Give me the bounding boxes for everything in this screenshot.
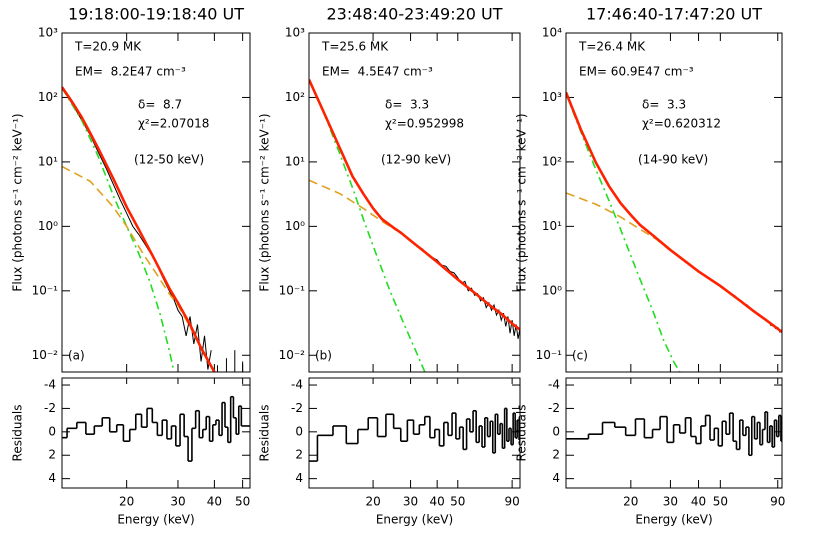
residual-axis-label: Residuals <box>258 405 272 462</box>
y-tick-label: 10⁻² <box>279 348 306 362</box>
x-axis-label: Energy (keV) <box>635 513 712 527</box>
x-tick-label: 50 <box>713 495 728 509</box>
annotation: (12-50 keV) <box>134 153 204 167</box>
x-tick-label: 20 <box>365 495 380 509</box>
y-tick-label: 10¹ <box>38 154 58 168</box>
x-tick-label: 40 <box>430 495 445 509</box>
y-tick-label: 10² <box>542 154 562 168</box>
annotation: T=26.4 MK <box>578 40 646 54</box>
x-tick-label: 40 <box>691 495 706 509</box>
y-tick-label: 10⁻¹ <box>32 283 59 297</box>
annotation: T=20.9 MK <box>74 40 142 54</box>
annotation: EM= 60.9E47 cm⁻³ <box>579 65 694 79</box>
x-tick-label: 30 <box>663 495 678 509</box>
y-tick-label: 10⁻¹ <box>279 283 306 297</box>
residual-axis-label: Residuals <box>11 405 25 462</box>
x-tick-label: 20 <box>623 495 638 509</box>
annotation: (12-90 keV) <box>381 153 451 167</box>
spectrum-line <box>309 79 426 372</box>
spectrum-line <box>62 86 216 372</box>
panel-title: 23:48:40-23:49:20 UT <box>326 5 502 24</box>
spectrum-line <box>62 165 216 372</box>
y-tick-label: 0 <box>552 424 560 438</box>
x-tick-label: 20 <box>119 495 134 509</box>
x-axis-label: Energy (keV) <box>117 513 194 527</box>
spectrum-frame <box>308 32 521 373</box>
y-tick-label: 10³ <box>542 90 562 104</box>
y-tick-label: 2 <box>552 448 560 462</box>
y-tick-label: 10² <box>285 90 305 104</box>
y-axis-label: Flux (photons s⁻¹ cm⁻² keV⁻¹) <box>258 113 272 291</box>
spectrum-frame <box>61 32 251 373</box>
x-tick-label: 50 <box>235 495 250 509</box>
y-tick-label: 0 <box>48 424 56 438</box>
spectrum-line <box>566 91 782 333</box>
annotation: (14-90 keV) <box>638 153 708 167</box>
y-axis-label: Flux (photons s⁻¹ cm⁻² keV⁻¹) <box>515 113 529 291</box>
y-tick-label: -2 <box>548 401 560 415</box>
residual-frame <box>308 377 521 489</box>
y-tick-label: 10² <box>38 90 58 104</box>
y-tick-label: 10⁻¹ <box>536 348 563 362</box>
y-tick-label: 10¹ <box>542 219 562 233</box>
y-axis-label: Flux (photons s⁻¹ cm⁻² keV⁻¹) <box>11 113 25 291</box>
y-tick-label: 10⁰ <box>542 283 562 297</box>
spectrum-line <box>62 87 175 371</box>
y-tick-label: 0 <box>295 424 303 438</box>
y-tick-label: 10⁰ <box>285 219 305 233</box>
annotation: EM= 4.5E47 cm⁻³ <box>322 65 433 79</box>
y-tick-label: 10⁰ <box>38 219 58 233</box>
x-tick-label: 90 <box>770 495 785 509</box>
panel-label: (a) <box>68 349 85 363</box>
annotation: χ²=2.07018 <box>138 117 209 131</box>
y-tick-label: 4 <box>552 471 560 485</box>
y-tick-label: 2 <box>295 448 303 462</box>
y-tick-label: 10³ <box>38 26 58 40</box>
y-tick-label: -4 <box>291 378 303 392</box>
y-tick-label: -2 <box>291 401 303 415</box>
x-tick-label: 40 <box>207 495 222 509</box>
panel-title: 19:18:00-19:18:40 UT <box>68 5 244 24</box>
y-tick-label: -4 <box>44 378 56 392</box>
spectrum-line <box>566 93 681 372</box>
y-tick-label: 10¹ <box>285 154 305 168</box>
x-tick-label: 30 <box>170 495 185 509</box>
y-tick-label: 2 <box>48 448 56 462</box>
annotation: χ²=0.620312 <box>642 117 721 131</box>
spectrum-frame <box>565 32 783 373</box>
x-tick-label: 30 <box>403 495 418 509</box>
y-tick-label: 10³ <box>285 26 305 40</box>
annotation: δ= 8.7 <box>138 98 182 112</box>
x-tick-label: 90 <box>504 495 519 509</box>
panel-title: 17:46:40-17:47:20 UT <box>586 5 762 24</box>
spectrum-line <box>566 192 782 333</box>
spectrum-line <box>309 78 520 331</box>
residual-frame <box>565 377 783 489</box>
annotation: T=25.6 MK <box>321 40 389 54</box>
y-tick-label: -4 <box>548 378 560 392</box>
annotation: EM= 8.2E47 cm⁻³ <box>75 65 186 79</box>
x-axis-label: Energy (keV) <box>376 513 453 527</box>
annotation: δ= 3.3 <box>385 98 429 112</box>
x-tick-label: 50 <box>450 495 465 509</box>
spectrum-line <box>309 179 520 331</box>
residual-frame <box>61 377 251 489</box>
residual-axis-label: Residuals <box>515 405 529 462</box>
panel-label: (c) <box>572 349 588 363</box>
y-tick-label: 10⁻² <box>32 348 59 362</box>
y-tick-label: 10⁴ <box>542 26 562 40</box>
y-tick-label: -2 <box>44 401 56 415</box>
panel-label: (b) <box>315 349 332 363</box>
y-tick-label: 4 <box>295 471 303 485</box>
y-tick-label: 4 <box>48 471 56 485</box>
annotation: δ= 3.3 <box>642 98 686 112</box>
annotation: χ²=0.952998 <box>385 117 464 131</box>
